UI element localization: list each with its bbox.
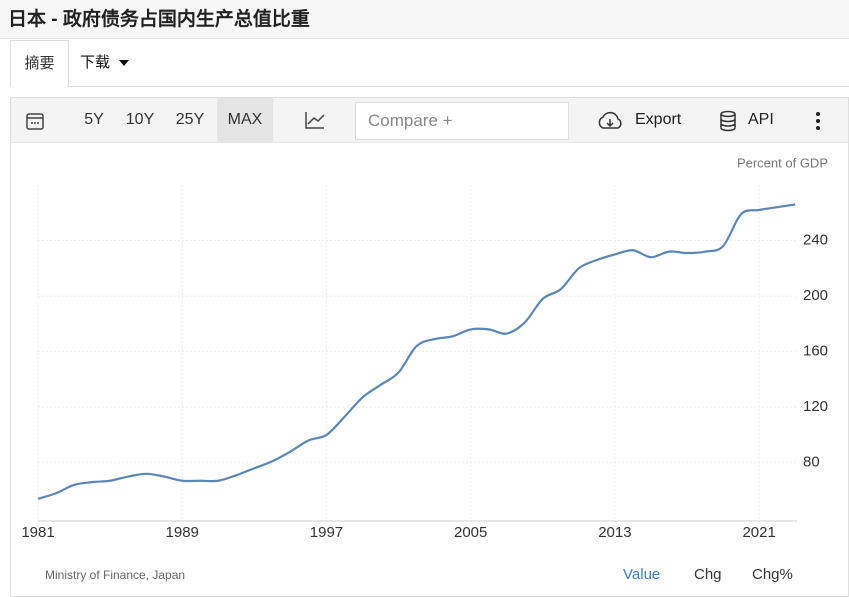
caret xyxy=(119,60,130,67)
x-tick-label: 2021 xyxy=(742,524,775,541)
compare-input[interactable]: Compare + xyxy=(355,102,569,140)
api-icon[interactable] xyxy=(718,110,738,132)
divider xyxy=(67,86,849,87)
y-tick-label: 80 xyxy=(803,454,820,471)
page-title: 日本 - 政府债务占国内生产总值比重 xyxy=(8,9,310,30)
x-tick-label: 1989 xyxy=(166,524,199,541)
y-tick-label: 160 xyxy=(803,343,828,360)
x-tick-label: 1981 xyxy=(21,524,54,541)
view-button[interactable]: Chg xyxy=(694,566,722,583)
api-button[interactable]: API xyxy=(748,111,774,128)
tab-label[interactable]: 下载 xyxy=(80,54,111,71)
range-button[interactable]: 5Y xyxy=(84,111,104,128)
range-button[interactable]: 25Y xyxy=(175,111,205,128)
range-button[interactable]: MAX xyxy=(217,98,273,142)
chart-type-icon[interactable] xyxy=(304,110,326,130)
tab[interactable]: 摘要 xyxy=(10,40,69,87)
data-line xyxy=(37,203,796,500)
export-button[interactable]: Export xyxy=(635,111,682,128)
more-menu[interactable] xyxy=(814,110,822,132)
tab[interactable]: 下载 xyxy=(80,40,130,86)
unit-label: Percent of GDP xyxy=(737,155,828,170)
title-bar xyxy=(0,0,849,39)
source: Ministry of Finance, Japan xyxy=(45,568,186,582)
y-tick-label: 120 xyxy=(803,398,828,415)
view-button[interactable]: Value xyxy=(623,566,661,583)
range-button[interactable]: 10Y xyxy=(125,111,155,128)
x-tick-label: 1997 xyxy=(310,524,343,541)
x-tick-label: 2005 xyxy=(454,524,487,541)
y-tick-label: 200 xyxy=(803,287,828,304)
x-tick-label: 2013 xyxy=(598,524,631,541)
view-button[interactable]: Chg% xyxy=(752,566,793,583)
calendar-icon[interactable] xyxy=(25,111,45,131)
y-tick-label: 240 xyxy=(803,232,828,249)
export-icon[interactable] xyxy=(596,111,624,131)
